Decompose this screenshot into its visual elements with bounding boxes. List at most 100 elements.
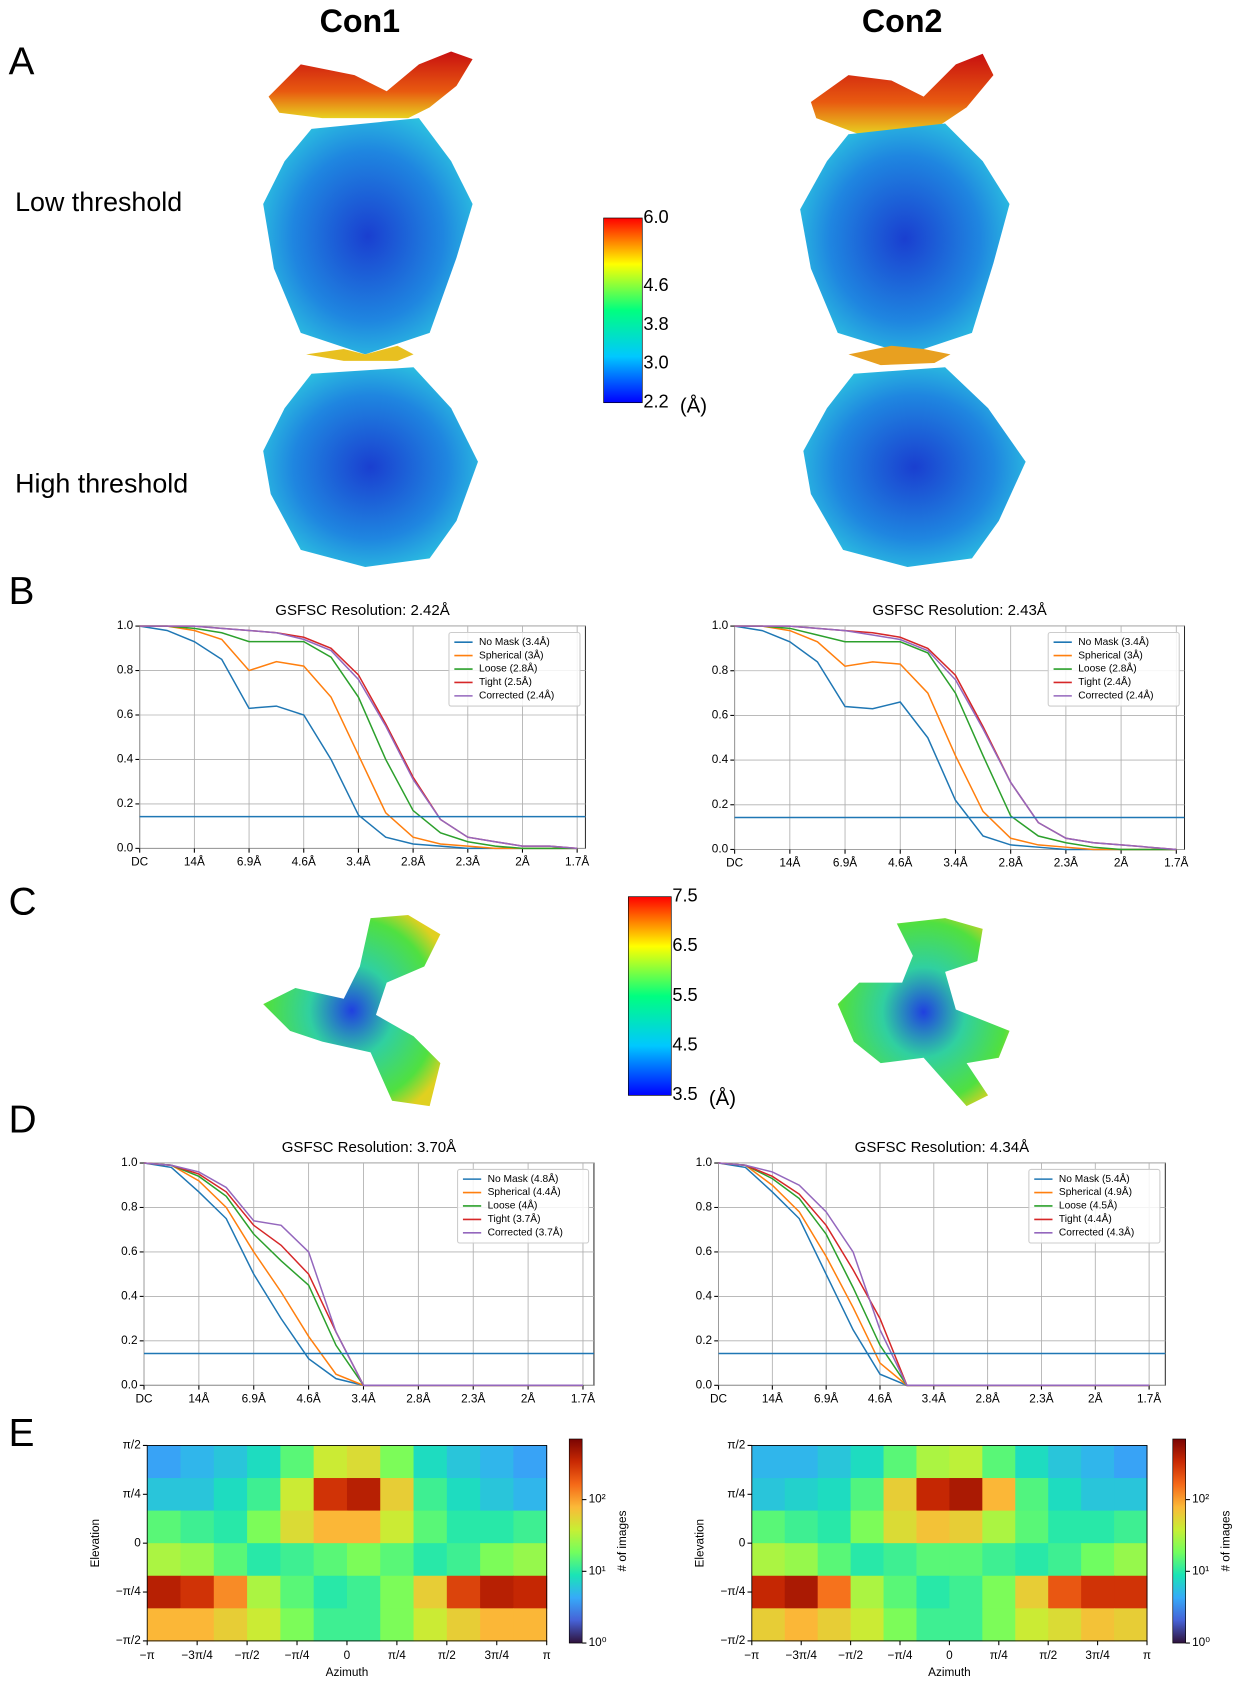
x-tick-label: π [1143,1648,1151,1662]
legend-label: No Mask (5.4Å) [1059,1172,1130,1185]
x-tick-label: π [543,1648,551,1662]
chart-title: GSFSC Resolution: 3.70Å [282,1139,456,1156]
colorbar-unit: (Å) [709,1087,736,1110]
heat-cell [1015,1543,1049,1577]
row-label: High threshold [15,468,188,498]
x-tick-label: π/2 [438,1648,456,1662]
heat-cell [1114,1575,1148,1609]
y-tick-label: 0.6 [117,707,134,721]
colorbar-unit: (Å) [680,394,707,417]
heat-cell [280,1575,315,1609]
heat-cell [1114,1608,1148,1642]
colorbar-tick-label: 10⁰ [589,1635,607,1649]
colorbar-tick-label: 10¹ [589,1563,606,1577]
heat-cell [1048,1608,1082,1642]
heat-cell [850,1575,885,1609]
y-tick-label: 0 [739,1535,746,1549]
x-tick-label: 6.9Å [833,856,857,870]
colorbar-tick-label: 2.2 [643,391,668,412]
x-tick-label: 14Å [779,856,800,870]
y-tick-label: 1.0 [117,618,134,632]
heat-cell [147,1608,182,1642]
colorbar-tick-label: 6.0 [643,206,668,227]
heat-cell [413,1478,448,1512]
colorbar-tick-label: 3.5 [672,1083,697,1104]
x-tick-label: −π/2 [838,1648,863,1662]
y-tick-label: 0.4 [121,1289,138,1303]
heat-cell [883,1543,918,1577]
heat-cell [1114,1445,1148,1479]
colorbar-label: # of images [1219,1510,1233,1571]
heat-cell [280,1543,315,1577]
legend-label: Tight (2.5Å) [479,675,532,688]
heat-cell [949,1510,983,1544]
heat-cell [982,1478,1016,1512]
y-tick-label: 0.6 [696,1244,713,1258]
heat-cell [513,1543,548,1577]
density-map [837,918,1010,1107]
colorbar-tick-label: 3.8 [643,313,668,334]
legend-label: Spherical (4.9Å) [1059,1185,1132,1198]
legend-label: Corrected (3.7Å) [488,1226,563,1239]
heat-cell [446,1510,481,1544]
heat-cell [784,1510,819,1544]
x-tick-label: 3.4Å [922,1391,946,1405]
x-tick-label: π/4 [388,1648,406,1662]
legend-label: No Mask (3.4Å) [1078,635,1149,648]
legend-label: Corrected (4.3Å) [1059,1226,1134,1239]
heat-cell [1015,1608,1049,1642]
heat-cell [313,1510,348,1544]
heat-cell [480,1575,514,1609]
x-tick-label: 2.8Å [999,856,1023,870]
heat-cell [1114,1510,1148,1544]
legend-label: Spherical (4.4Å) [488,1185,561,1198]
legend-label: Spherical (3Å) [1078,648,1143,661]
x-tick-label: 1.7Å [565,854,589,868]
heat-cell [313,1575,348,1609]
heat-cell [850,1543,885,1577]
x-tick-label: 0 [344,1648,351,1662]
heat-cell [280,1445,315,1479]
heat-cell [346,1478,381,1512]
y-tick-label: 0.0 [712,842,729,856]
y-tick-label: 0.4 [712,752,729,766]
heat-cell [247,1510,281,1544]
heat-cell [916,1445,950,1479]
y-tick-label: π/4 [123,1486,141,1500]
legend-box [1047,631,1180,707]
heat-cell [180,1543,215,1577]
heat-cell [213,1510,248,1544]
heat-cell [850,1478,885,1512]
heat-cell [1048,1478,1082,1512]
heat-cell [413,1608,448,1642]
heat-cell [850,1608,885,1642]
series-line [143,1162,583,1387]
x-tick-label: DC [131,854,149,868]
heat-cell [446,1445,481,1479]
heat-cell [247,1543,281,1577]
panel-label: C [9,880,37,923]
heat-cell [1048,1543,1082,1577]
heat-cell [180,1510,215,1544]
heat-cell [1081,1608,1115,1642]
x-tick-label: 1.7Å [1164,856,1188,870]
x-tick-label: 4.6Å [868,1391,892,1405]
heat-cell [313,1543,348,1577]
x-tick-label: 14Å [184,854,205,868]
y-tick-label: 0.0 [117,840,134,854]
heat-cell [817,1543,852,1577]
x-tick-label: −π [140,1648,155,1662]
legend-label: No Mask (3.4Å) [479,635,550,648]
x-tick-label: 4.6Å [888,856,912,870]
series-line [139,625,578,850]
heat-cell [751,1608,786,1642]
heat-cell [180,1445,215,1479]
heat-cell [1081,1510,1115,1544]
x-tick-label: 2Å [1088,1391,1103,1405]
panel-label: E [9,1412,35,1455]
x-tick-label: −π/2 [235,1648,260,1662]
legend-label: Loose (4.5Å) [1059,1199,1117,1212]
heat-cell [147,1543,182,1577]
heat-cell [784,1543,819,1577]
